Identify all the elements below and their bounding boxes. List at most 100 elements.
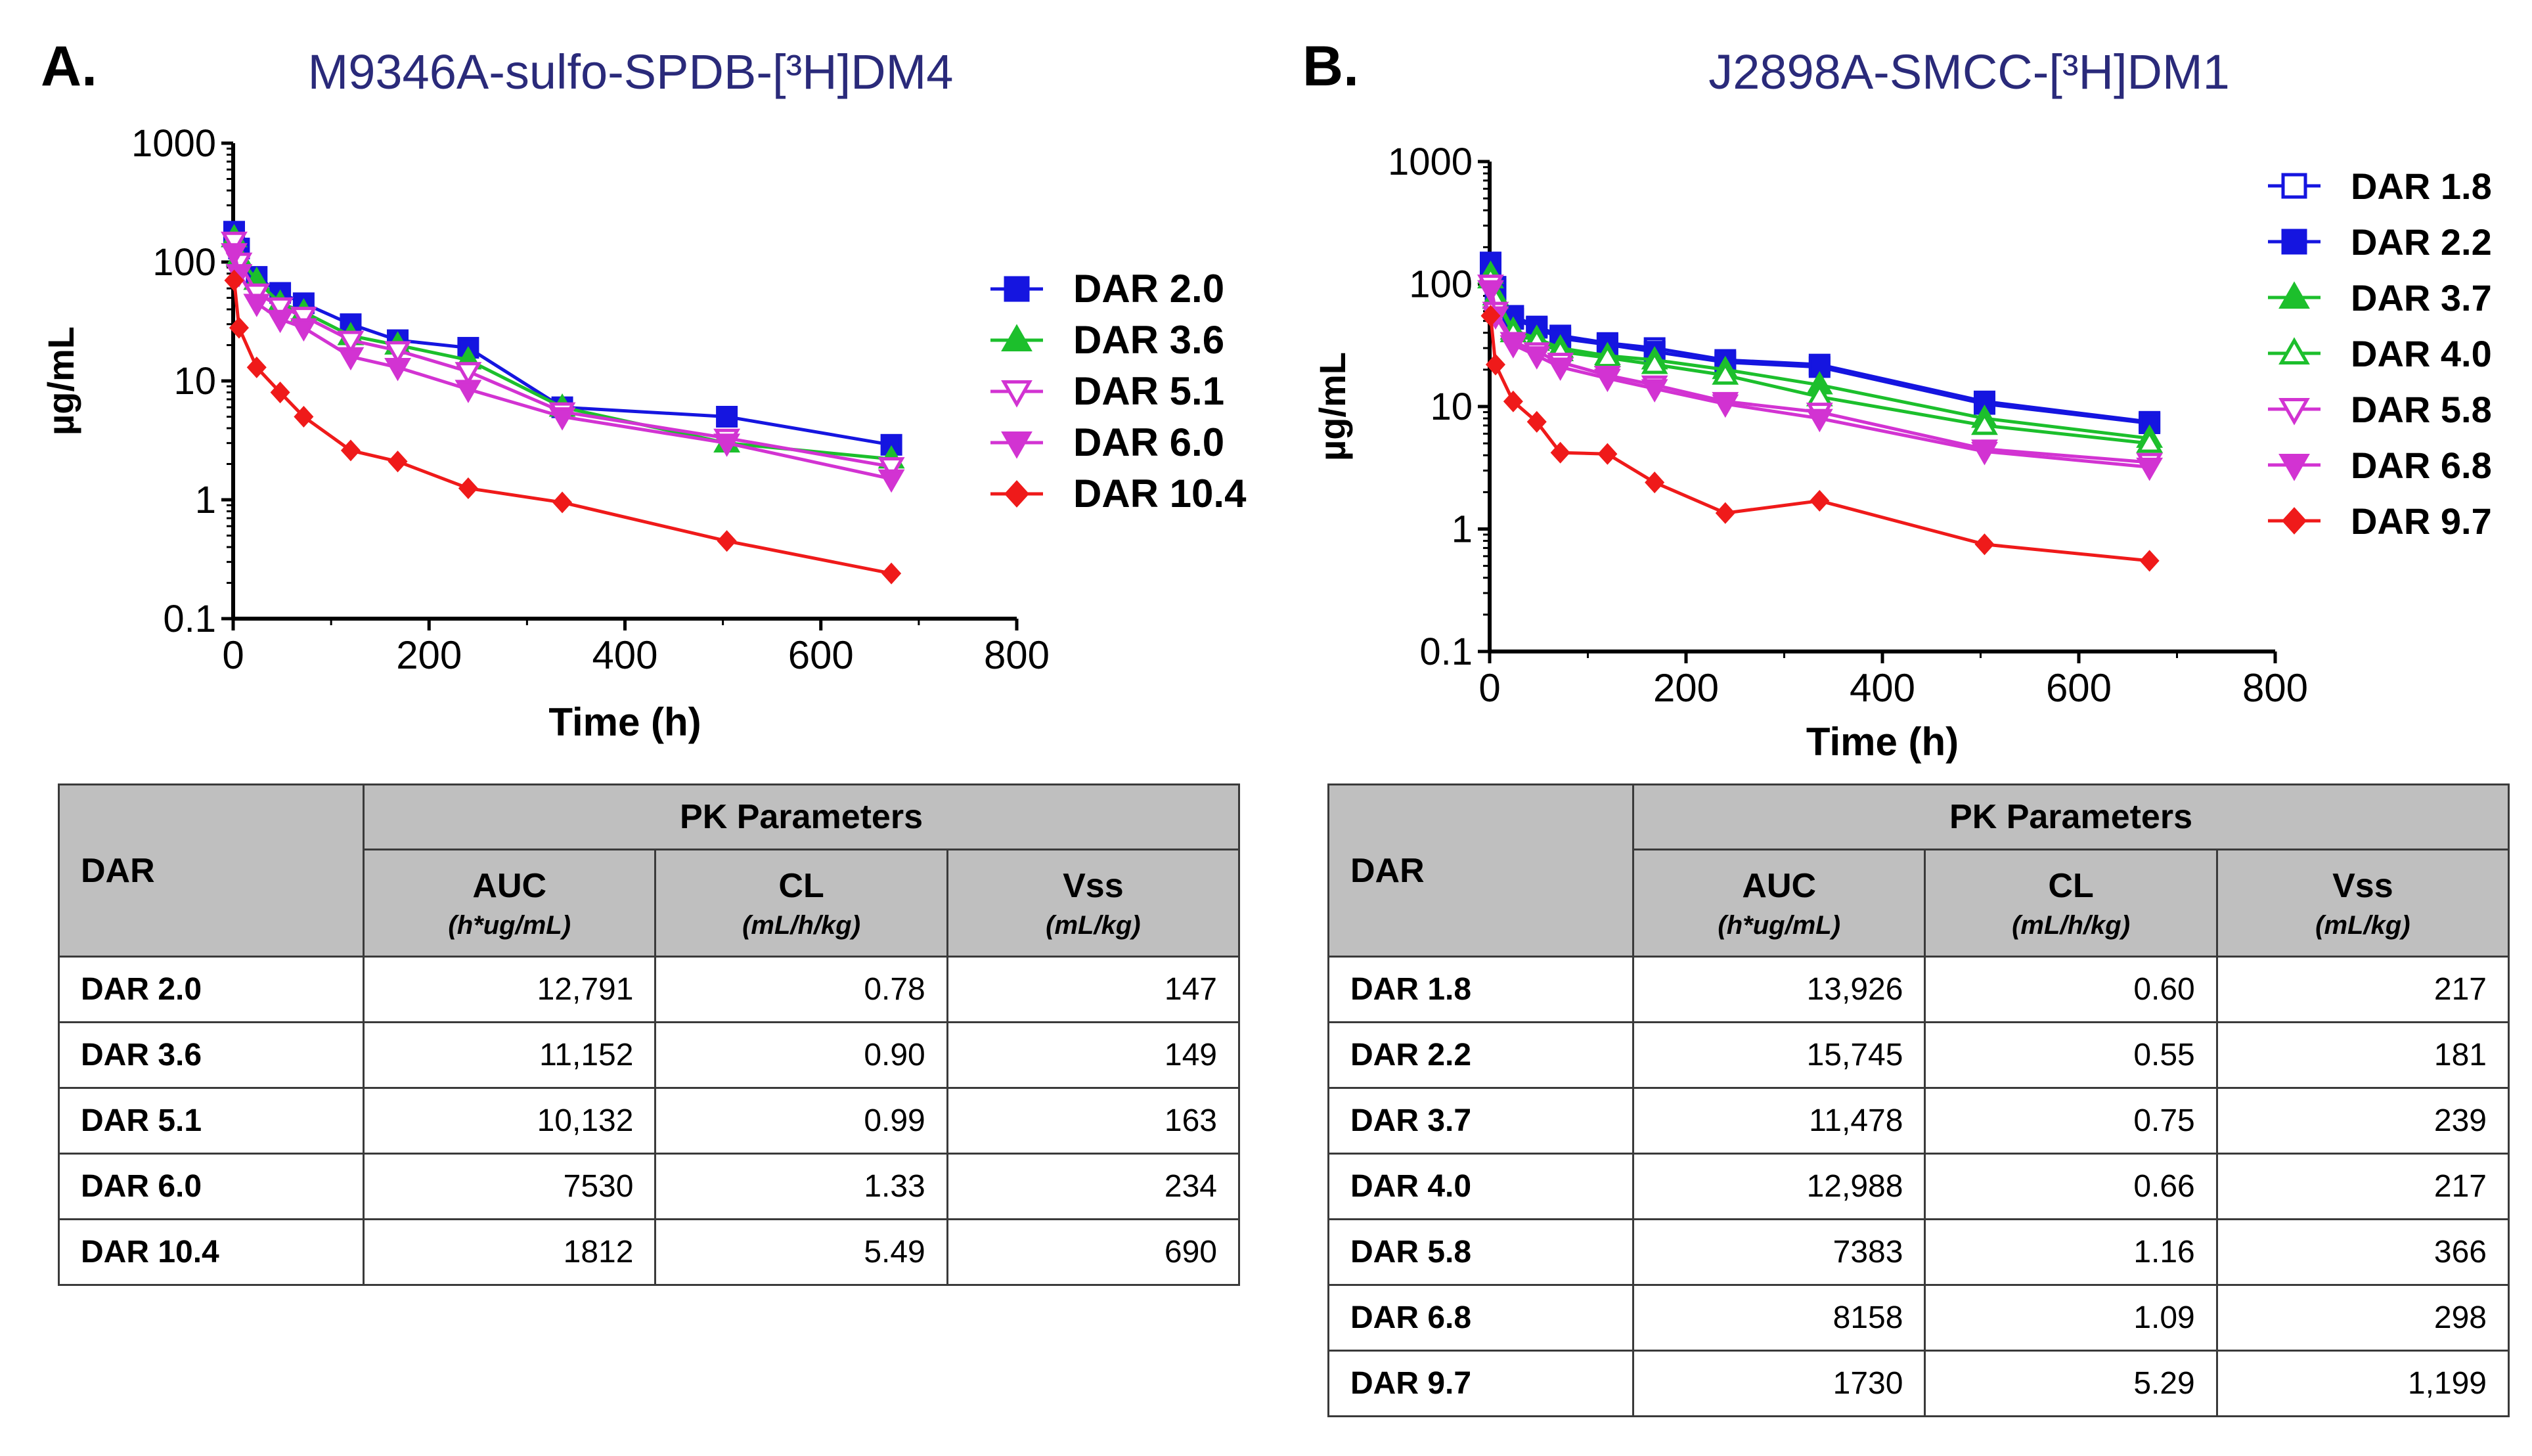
series-line	[233, 240, 892, 469]
column-unit: (mL/h/kg)	[742, 910, 861, 940]
column-name: Vss	[1063, 866, 1124, 905]
data-point	[552, 491, 573, 514]
cl-cell: 1.16	[1924, 1218, 2218, 1286]
data-point	[881, 562, 902, 585]
data-point	[1480, 305, 1501, 327]
auc-cell: 12,988	[1632, 1153, 1926, 1220]
data-point	[1715, 502, 1735, 524]
data-point	[1645, 472, 1665, 494]
auc-cell: 12,791	[363, 956, 657, 1023]
legend-marker	[1001, 431, 1033, 459]
row-label: DAR 2.2	[1327, 1021, 1635, 1089]
y-tick-label: 1	[1452, 508, 1473, 551]
y-tick-label: 0.1	[1419, 630, 1473, 673]
column-name: CL	[2048, 866, 2094, 905]
vss-cell: 149	[946, 1021, 1241, 1089]
y-tick-label: 10	[173, 360, 216, 403]
data-point	[2136, 430, 2164, 453]
data-point	[1485, 353, 1505, 376]
column-header-vss: Vss (mL/kg)	[2215, 849, 2510, 958]
auc-cell: 8158	[1632, 1284, 1926, 1352]
data-point	[877, 469, 905, 493]
panel-letter: B.	[1302, 35, 1359, 98]
auc-cell: 11,152	[363, 1021, 657, 1089]
cl-cell: 5.49	[654, 1218, 948, 1286]
row-label: DAR 6.8	[1327, 1284, 1635, 1352]
vss-cell: 1,199	[2215, 1350, 2510, 1417]
data-point	[1547, 357, 1574, 382]
chart-title: J2898A-SMCC-[³H]DM1	[1708, 45, 2230, 99]
data-point	[267, 309, 294, 334]
legend-marker	[2278, 398, 2310, 426]
data-point	[1973, 393, 1995, 415]
legend-label: DAR 6.0	[1073, 420, 1224, 464]
data-point	[455, 380, 482, 403]
vss-cell: 163	[946, 1087, 1241, 1155]
row-label: DAR 6.0	[57, 1153, 365, 1220]
legend-marker	[2281, 229, 2307, 255]
legend-label: DAR 4.0	[2351, 333, 2492, 374]
x-tick-label: 400	[1850, 666, 1915, 710]
cl-cell: 0.66	[1924, 1153, 2218, 1220]
table-row: DAR 5.1 10,132 0.99 163	[57, 1087, 1241, 1155]
cl-cell: 0.99	[654, 1087, 948, 1155]
data-point	[2139, 550, 2160, 572]
pk-table-b: DAR PK Parameters AUC (h*ug/mL) CL (mL/h/k…	[1327, 783, 2510, 1417]
data-point	[2136, 457, 2164, 481]
y-tick-label: 100	[1409, 263, 1473, 306]
data-point	[340, 439, 361, 462]
data-point	[548, 407, 576, 431]
x-tick-label: 200	[1653, 666, 1719, 710]
legend-marker	[1004, 480, 1030, 508]
column-name: CL	[778, 866, 824, 905]
x-axis-label: Time (h)	[548, 700, 701, 744]
row-label: DAR 3.6	[57, 1021, 365, 1089]
pk-chart-b: J2898A-SMCC-[³H]DM1 0.1 1 10 100 1000 0 200 400 6…	[1312, 45, 2492, 764]
data-point	[294, 405, 314, 428]
table-row: DAR 6.8 8158 1.09 298	[1327, 1284, 2510, 1352]
legend-label: DAR 6.8	[2351, 445, 2492, 486]
data-point	[229, 317, 249, 339]
column-header-dar: DAR	[1327, 783, 1635, 958]
vss-cell: 217	[2215, 1153, 2510, 1220]
vss-cell: 147	[946, 956, 1241, 1023]
auc-cell: 15,745	[1632, 1021, 1926, 1089]
column-header-auc: AUC (h*ug/mL)	[363, 849, 657, 958]
x-tick-label: 800	[984, 633, 1050, 677]
data-point	[1503, 390, 1523, 412]
row-label: DAR 10.4	[57, 1218, 365, 1286]
cl-cell: 1.33	[654, 1153, 948, 1220]
auc-cell: 7383	[1632, 1218, 1926, 1286]
x-tick-label: 800	[2242, 666, 2308, 710]
column-unit: (mL/h/kg)	[2012, 910, 2131, 940]
y-tick-label: 100	[152, 241, 216, 284]
column-name: AUC	[1742, 866, 1817, 905]
column-header-cl: CL (mL/h/kg)	[1924, 849, 2218, 958]
data-point	[1526, 410, 1547, 433]
legend-marker	[2278, 281, 2310, 309]
panel-a: A. M9346A-sulfo-SPDB-[³H]DM4 0.1 1 10 100 100…	[40, 35, 1247, 1286]
cl-cell: 0.78	[654, 956, 948, 1023]
table-row: DAR 5.8 7383 1.16 366	[1327, 1218, 2510, 1286]
cl-cell: 0.90	[654, 1021, 948, 1089]
y-tick-label: 0.1	[163, 598, 216, 640]
auc-cell: 7530	[363, 1153, 657, 1220]
data-point	[1971, 441, 1998, 466]
data-point	[224, 269, 244, 292]
data-point	[1641, 379, 1668, 403]
column-header-auc: AUC (h*ug/mL)	[1632, 849, 1926, 958]
x-tick-label: 0	[222, 633, 244, 677]
column-name: Vss	[2332, 866, 2393, 905]
series-group	[1477, 280, 2164, 481]
data-point	[1971, 411, 1998, 435]
column-unit: (mL/kg)	[2315, 910, 2410, 940]
y-tick-label: 10	[1430, 386, 1473, 428]
table-row: DAR 3.7 11,478 0.75 239	[1327, 1087, 2510, 1155]
data-point	[1806, 408, 1833, 433]
vss-cell: 298	[2215, 1284, 2510, 1352]
data-point	[267, 297, 294, 321]
series-group	[1477, 265, 2164, 453]
x-axis-label: Time (h)	[1806, 720, 1959, 764]
legend-marker	[2281, 507, 2307, 535]
data-point	[1523, 346, 1551, 370]
